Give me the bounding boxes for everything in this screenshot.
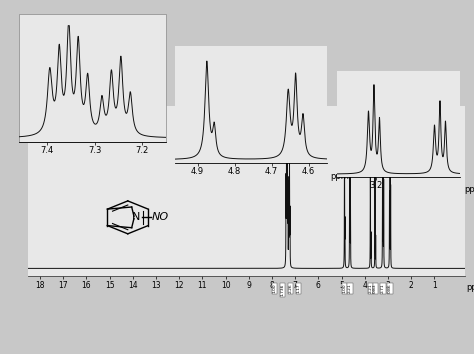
Text: 1.00: 1.00 <box>343 284 346 293</box>
Text: NO: NO <box>152 212 169 222</box>
Text: 1.00: 1.00 <box>273 284 276 293</box>
Text: 2.71: 2.71 <box>381 284 385 293</box>
Text: 2.21: 2.21 <box>369 284 373 293</box>
Text: 1.17: 1.17 <box>297 284 301 293</box>
Text: 2.26: 2.26 <box>289 284 292 293</box>
Text: 0.83: 0.83 <box>373 284 377 293</box>
Text: ppm: ppm <box>330 172 349 181</box>
Text: 2.21: 2.21 <box>348 284 352 293</box>
Text: 1.736: 1.736 <box>281 284 284 296</box>
Text: 0.86: 0.86 <box>388 284 392 293</box>
Text: ppm: ppm <box>465 185 474 194</box>
Text: N: N <box>132 212 140 222</box>
Text: ppm: ppm <box>467 283 474 292</box>
